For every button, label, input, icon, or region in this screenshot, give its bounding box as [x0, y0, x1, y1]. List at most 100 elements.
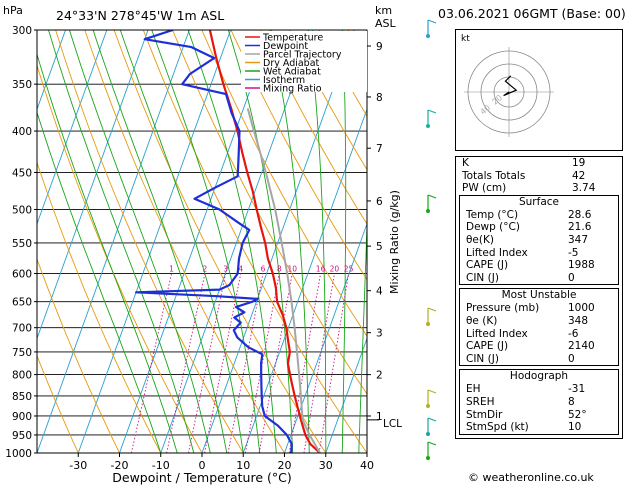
wind-barb-icon [427, 194, 437, 211]
stat-row: Lifted Index -5 [460, 247, 618, 260]
wet-adiabat-line [358, 212, 367, 453]
mixing-ratio-labels: 1 2 3 4 6 8 10 16 20 25 [169, 265, 353, 274]
stat-row: StmDir 52° [460, 409, 618, 422]
dry-adiabat-line [172, 30, 367, 395]
isotherm-line [37, 30, 149, 340]
stat-label: Dewp (°C) [466, 221, 520, 234]
stat-label: CAPE (J) [466, 340, 509, 353]
mixing-ratio-line [244, 273, 280, 453]
most-unstable-rows: Pressure (mb) 1000 θe (K) 348 Lifted Index -6… [460, 302, 618, 365]
stat-row: StmSpd (kt) 10 [460, 421, 618, 434]
wind-barb-icon [427, 389, 437, 406]
wet-adiabat-line [48, 30, 195, 453]
stat-label: θe(K) [466, 233, 494, 246]
stat-value: 42 [572, 169, 586, 182]
stat-label: Lifted Index [466, 246, 528, 259]
wind-barbs [426, 19, 437, 460]
dry-adiabat-line [37, 161, 162, 453]
pressure-tick-label: 750 [12, 347, 32, 359]
isotherm-line [284, 222, 367, 453]
date-label: 03.06.2021 06GMT (Base: 00) [438, 6, 626, 21]
wind-barb-dot [426, 322, 430, 326]
dry-adiabat-line [37, 257, 120, 453]
x-axis-label: Dewpoint / Temperature (°C) [112, 470, 291, 485]
hodograph-table-rows: EH -31 SREH 8 StmDir 52° StmSpd (kt) 10 [460, 383, 618, 433]
stat-value: 10 [568, 421, 582, 434]
series-temperature [208, 30, 321, 453]
stat-row: CAPE (J) 1988 [460, 259, 618, 272]
mixing-ratio-line [258, 273, 293, 453]
legend-label: Dry Adiabat [263, 58, 320, 69]
hodograph-table-title: Hodograph [509, 370, 569, 383]
height-tick-label: 1 [376, 411, 383, 423]
stat-label: StmSpd (kt) [466, 421, 529, 434]
temperature-tick-label: 0 [199, 459, 206, 472]
mixing-ratio-line [130, 273, 172, 453]
dry-adiabat-line [37, 354, 79, 453]
stat-value: -31 [568, 383, 586, 396]
stat-value: 28.6 [568, 208, 592, 221]
most-unstable-panel: Most Unstable Pressure (mb) 1000 θe (K) 348… [459, 288, 619, 367]
isotherm-line [242, 107, 367, 453]
pressure-tick-label: 800 [12, 370, 32, 382]
height-tick-label: 2 [376, 370, 383, 382]
stat-row: EH -31 [460, 383, 618, 396]
stat-label: CAPE (J) [466, 259, 509, 272]
hodograph-kt-label: kt [461, 34, 470, 44]
stat-row: Temp (°C) 28.6 [460, 209, 618, 222]
wind-barb-icon [427, 19, 437, 36]
temperature-tick-label: -30 [69, 459, 87, 472]
pressure-axis: 300 350 400 450 500 550 600 650 700 750 800 850 900 9… [5, 25, 37, 460]
hodograph-table-panel: Hodograph EH -31 SREH 8 StmDir 52° StmSpd (kt)… [459, 369, 619, 435]
mixing-ratio-line [303, 273, 335, 453]
series-dewpoint [135, 30, 293, 453]
pressure-tick-label: 700 [12, 323, 32, 335]
wet-adiabat-line [269, 30, 310, 453]
isotherm-line [37, 30, 190, 453]
wind-barb-icon [427, 307, 437, 324]
wind-barb-icon [427, 441, 437, 458]
wind-barb-dot [426, 432, 430, 436]
stat-row: Lifted Index -6 [460, 328, 618, 341]
stat-label: Pressure (mb) [466, 302, 540, 315]
height-tick-label: 6 [376, 196, 383, 208]
wet-adiabat-line [308, 30, 327, 453]
wind-barb-dot [426, 34, 430, 38]
wet-adiabat-line [68, 30, 211, 453]
pressure-tick-label: 1000 [5, 448, 32, 460]
stat-value: 3.74 [572, 182, 596, 195]
stat-value: -5 [568, 246, 579, 259]
mixing-ratio-label: 25 [344, 265, 354, 274]
copyright: © weatheronline.co.uk [468, 471, 594, 484]
stat-label: EH [466, 383, 481, 396]
surface-panel: Surface Temp (°C) 28.6 Dewp (°C) 21.6 θe(K) 3… [459, 194, 619, 286]
stat-value: 1000 [568, 302, 595, 315]
pressure-tick-label: 400 [12, 126, 32, 138]
legend-label: Wet Adiabat [263, 67, 321, 78]
pressure-tick-label: 950 [12, 430, 32, 442]
legend-label: Parcel Trajectory [263, 50, 342, 61]
mixing-ratio-line [204, 273, 242, 453]
wet-adiabat-line [151, 30, 261, 453]
legend-label: Dewpoint [263, 41, 308, 52]
stat-label: StmDir [466, 408, 503, 421]
stat-row: CAPE (J) 2140 [460, 340, 618, 353]
stat-value: 8 [568, 395, 575, 408]
height-tick-label: 3 [376, 328, 383, 340]
temperature-tick-label: 20 [278, 459, 292, 472]
stat-row: Dewp (°C) 21.6 [460, 221, 618, 234]
mixing-ratio-line [318, 273, 350, 453]
asl-label: ASL [375, 17, 397, 30]
stat-row: CIN (J) 0 [460, 272, 618, 285]
hodograph-panel: kt 20 40 [455, 29, 623, 151]
stat-value: 0 [568, 352, 575, 365]
stat-label: CIN (J) [466, 352, 499, 365]
stat-value: 19 [572, 157, 586, 169]
pressure-tick-label: 650 [12, 297, 32, 309]
indices-rows: K 19 Totals Totals 42 PW (cm) 3.74 [456, 157, 622, 195]
mixing-ratio-axis-label: Mixing Ratio (g/kg) [388, 190, 401, 294]
wind-barb-icon [427, 417, 437, 434]
stat-label: Lifted Index [466, 327, 528, 340]
pressure-tick-label: 550 [12, 238, 32, 250]
wet-adiabat-line [37, 110, 162, 453]
